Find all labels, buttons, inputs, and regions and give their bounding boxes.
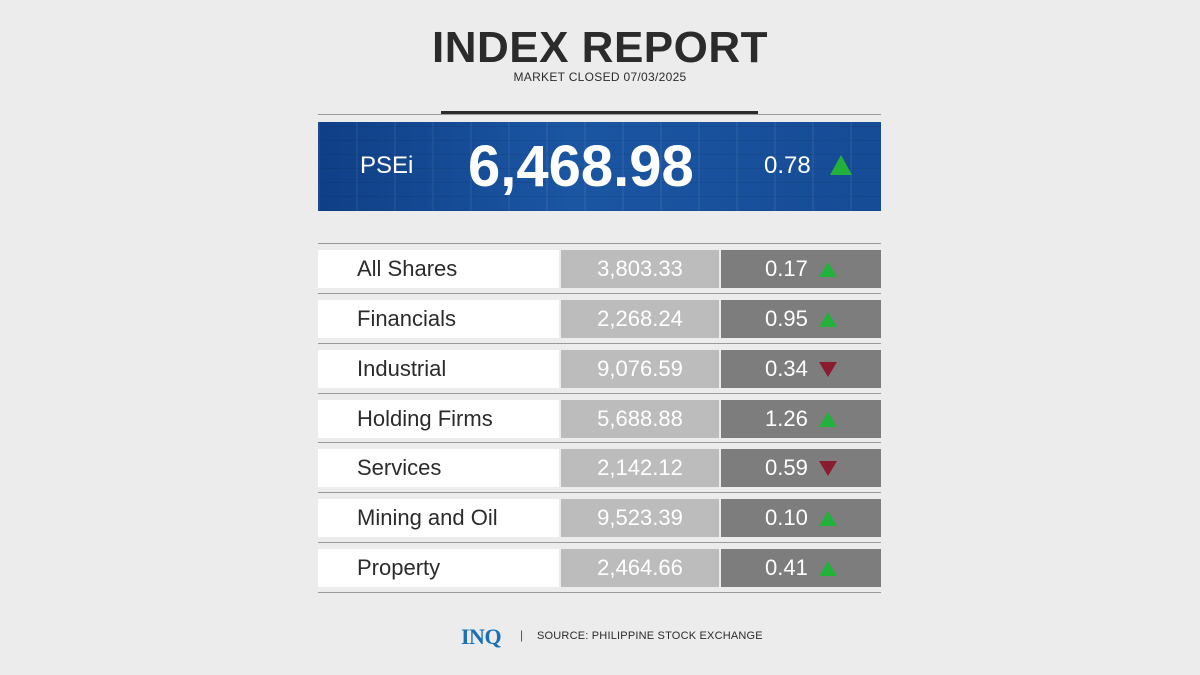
row-divider: [318, 442, 881, 443]
trend-arrow-icon: [819, 412, 837, 427]
footer: INQ | SOURCE: PHILIPPINE STOCK EXCHANGE: [0, 622, 1200, 652]
index-value: 5,688.88: [561, 400, 719, 438]
market-closed-date: MARKET CLOSED 07/03/2025: [513, 70, 687, 84]
index-name: Services: [318, 449, 559, 487]
divider-table-top: [318, 243, 881, 244]
psei-label: PSEi: [360, 152, 414, 179]
row-divider: [318, 542, 881, 543]
inq-logo: INQ: [461, 624, 502, 649]
title-underline: [441, 111, 758, 114]
trend-arrow-icon: [819, 461, 837, 476]
psei-change: 0.78: [764, 152, 811, 179]
psei-value: 6,468.98: [468, 134, 694, 199]
index-change-cell: 1.26: [721, 400, 881, 438]
divider-table-bottom: [318, 592, 881, 593]
index-change-cell: 0.41: [721, 549, 881, 587]
table-row: Mining and Oil 9,523.39 0.10: [318, 499, 881, 537]
index-name: Mining and Oil: [318, 499, 559, 537]
table-row: Property 2,464.66 0.41: [318, 549, 881, 587]
index-value: 3,803.33: [561, 250, 719, 288]
source-credit: SOURCE: PHILIPPINE STOCK EXCHANGE: [537, 630, 763, 642]
index-name: Industrial: [318, 350, 559, 388]
index-change: 1.26: [765, 406, 808, 431]
index-change: 0.17: [765, 256, 808, 281]
index-name: Holding Firms: [318, 400, 559, 438]
index-value: 9,076.59: [561, 350, 719, 388]
index-change: 0.59: [765, 455, 808, 480]
trend-arrow-icon: [819, 511, 837, 526]
index-value: 2,464.66: [561, 549, 719, 587]
row-divider: [318, 343, 881, 344]
table-row: Industrial 9,076.59 0.34: [318, 350, 881, 388]
table-row: Financials 2,268.24 0.95: [318, 300, 881, 338]
row-divider: [318, 293, 881, 294]
up-arrow-icon: [830, 155, 852, 175]
trend-arrow-icon: [819, 362, 837, 377]
index-change: 0.10: [765, 505, 808, 530]
trend-arrow-icon: [819, 561, 837, 576]
index-change: 0.41: [765, 555, 808, 580]
index-change: 0.95: [765, 306, 808, 331]
index-change-cell: 0.95: [721, 300, 881, 338]
index-name: Financials: [318, 300, 559, 338]
row-divider: [318, 393, 881, 394]
index-change-cell: 0.17: [721, 250, 881, 288]
row-divider: [318, 492, 881, 493]
table-row: All Shares 3,803.33 0.17: [318, 250, 881, 288]
divider-top: [318, 114, 881, 115]
trend-arrow-icon: [819, 312, 837, 327]
table-row: Holding Firms 5,688.88 1.26: [318, 400, 881, 438]
index-change-cell: 0.59: [721, 449, 881, 487]
table-row: Services 2,142.12 0.59: [318, 449, 881, 487]
psei-banner: PSEi 6,468.98 0.78: [318, 122, 881, 211]
page-title: INDEX REPORT: [431, 23, 769, 72]
index-value: 9,523.39: [561, 499, 719, 537]
index-name: Property: [318, 549, 559, 587]
index-change-cell: 0.34: [721, 350, 881, 388]
index-name: All Shares: [318, 250, 559, 288]
footer-separator: |: [520, 628, 524, 642]
index-value: 2,142.12: [561, 449, 719, 487]
index-change: 0.34: [765, 356, 808, 381]
banner-background: [318, 122, 881, 211]
index-change-cell: 0.10: [721, 499, 881, 537]
index-value: 2,268.24: [561, 300, 719, 338]
trend-arrow-icon: [819, 262, 837, 277]
